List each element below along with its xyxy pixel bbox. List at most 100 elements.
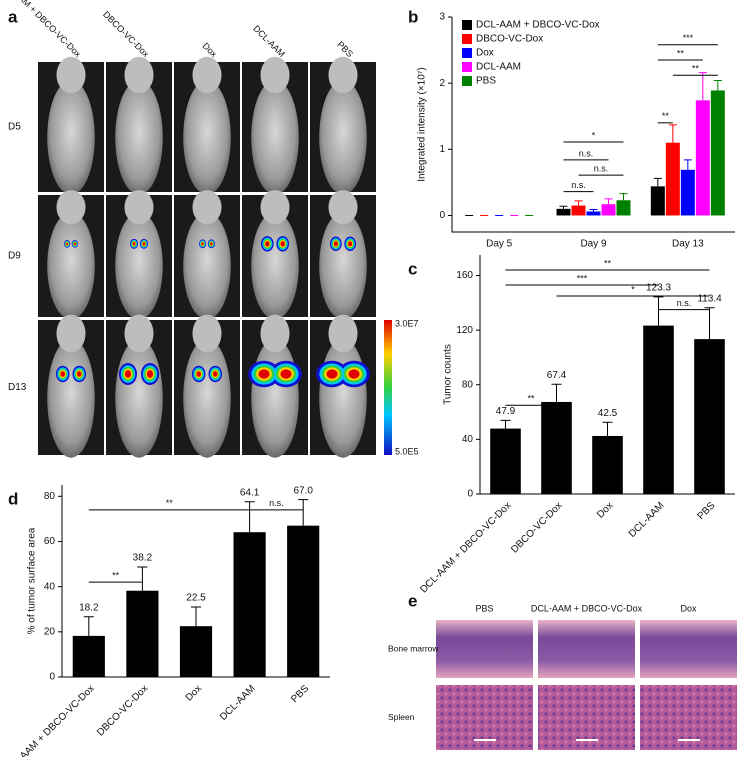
mouse-body [319,338,367,458]
row-label: D5 [8,122,21,133]
mouse-body [47,338,95,458]
row-label: D13 [8,382,27,393]
column-label: Dox [201,41,220,60]
significance-label: n.s. [594,163,609,173]
panel-letter: b [408,7,418,26]
significance-label: ** [677,48,685,58]
error-bar [574,200,583,206]
bar [179,626,213,677]
row-label: Bone marrow [388,643,439,653]
value-label: 22.5 [186,593,206,604]
value-label: 47.9 [496,406,516,417]
significance-label: *** [577,273,588,283]
bar [592,435,623,494]
signal [265,241,270,247]
histology [436,620,533,678]
signal [142,242,146,246]
row-label: D9 [8,251,21,262]
significance-label: ** [527,394,535,404]
error-bar [589,209,598,212]
x-tick-label: Day 13 [672,239,704,250]
legend-swatch [462,34,472,44]
error-bar [551,383,562,402]
column-label: DCL-AAM + DBCO-VC-Dox [531,603,643,613]
mouse-body [319,212,367,320]
x-tick-label: DCL-AAM + DBCO-VC-Dox [418,500,513,595]
significance-label: * [592,130,596,140]
mouse-head [124,314,154,353]
legend-label: PBS [476,76,496,87]
value-label: 42.5 [598,408,618,419]
value-label: 123.3 [646,283,671,294]
significance-label: ** [604,258,612,268]
legend-label: DBCO-VC-Dox [476,34,543,45]
column-label: DBCO-VC-Dox [101,9,151,59]
column-label: PBS [335,39,355,59]
legend-label: DCL-AAM [476,62,521,73]
bar [556,208,571,216]
panel-letter: d [8,489,18,508]
error-bar [683,159,692,170]
significance-label: n.s. [677,298,692,308]
significance-label: n.s. [269,498,284,508]
significance-label: ** [692,64,700,74]
mouse-body [183,80,231,195]
error-bar [713,80,722,91]
mouse-body [251,338,299,458]
error-bar [704,307,715,340]
mouse-head [260,314,290,353]
x-tick-label: DCL-AAM + DBCO-VC-Dox [2,683,97,757]
signal [348,369,360,379]
significance-label: *** [683,33,694,43]
x-tick-label: Day 9 [580,239,607,250]
y-tick-label: 3 [439,12,445,23]
y-tick-label: 1 [439,144,445,155]
significance-label: ** [166,498,174,508]
y-tick-label: 2 [439,78,445,89]
value-label: 67.4 [547,370,567,381]
significance-label: ** [662,111,670,121]
mouse-head [260,56,290,94]
mouse-body [115,80,163,195]
bar [616,200,631,216]
value-label: 67.0 [293,485,313,496]
signal [132,242,136,246]
mouse-head [124,190,154,225]
signal [146,370,154,378]
signal [212,371,218,377]
significance-label: n.s. [571,180,586,190]
bar [650,186,665,216]
legend-swatch [462,20,472,30]
mouse-body [115,212,163,320]
error-bar [604,198,613,205]
y-tick-label: 160 [456,270,473,281]
bar [694,339,725,494]
axes [451,17,735,233]
significance-label: n.s. [579,148,594,158]
bar [233,532,266,677]
y-tick-label: 80 [44,491,56,502]
legend-swatch [462,48,472,58]
mouse-head [260,190,290,225]
error-bar [653,177,662,187]
bar [643,325,674,494]
colorbar-max: 3.0E7 [395,318,419,328]
mouse-head [192,314,222,353]
signal [280,241,285,247]
histology [640,620,737,678]
bar [490,428,521,494]
significance-label: * [631,284,635,294]
mouse-head [328,314,358,353]
bar [126,590,159,677]
bar [680,169,695,216]
x-tick-label: DBCO-VC-Dox [95,683,150,738]
y-axis-label: Integrated intensity (×10⁷) [417,67,428,182]
error-bar [500,419,511,429]
y-tick-label: 60 [44,536,56,547]
error-bar [668,124,677,143]
mouse-head [56,190,86,225]
signal [258,369,270,379]
y-axis-label: Tumor counts [443,344,454,405]
legend-label: DCL-AAM + DBCO-VC-Dox [476,20,600,31]
